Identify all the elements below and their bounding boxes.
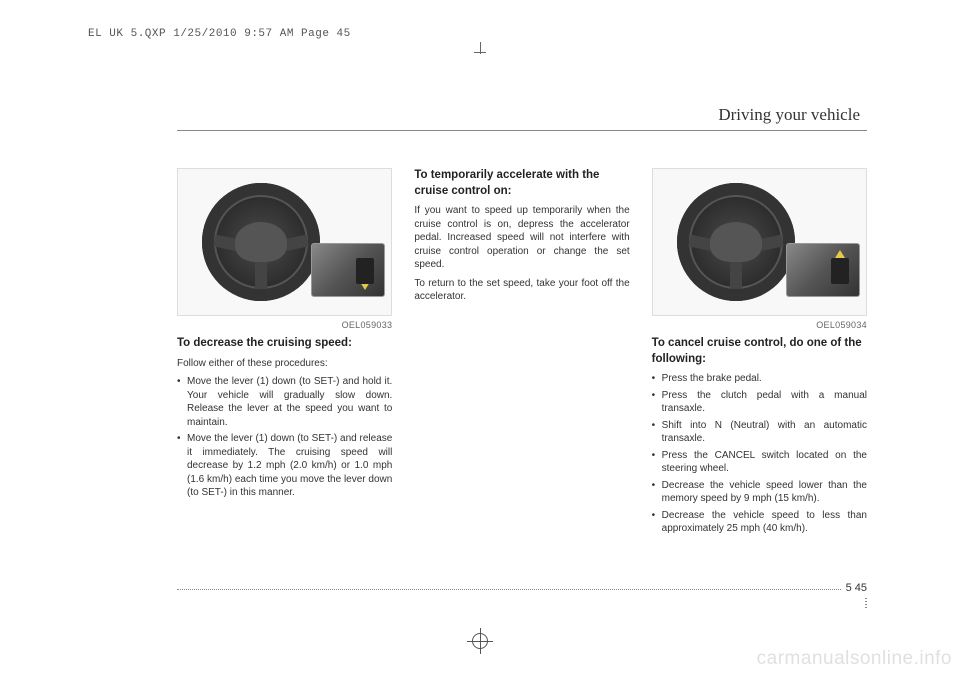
switch-inset (311, 243, 385, 297)
arrow-down-icon (360, 282, 370, 290)
list-item: Decrease the vehicle speed to less than … (652, 509, 867, 536)
col3-heading: To cancel cruise control, do one of the … (652, 336, 867, 367)
footer-ticks (865, 598, 867, 610)
watermark: carmanualsonline.info (757, 648, 952, 670)
steering-wheel-graphic (677, 183, 795, 301)
page-footer: 5 45 (177, 582, 867, 596)
list-item: Press the brake pedal. (652, 372, 867, 386)
list-item: Press the clutch pedal with a manual tra… (652, 389, 867, 416)
content-columns: OEL059033 To decrease the cruising speed… (177, 168, 867, 539)
list-item: Press the CANCEL switch located on the s… (652, 449, 867, 476)
section-rule (177, 130, 867, 131)
col1-bullets: Move the lever (1) down (to SET-) and ho… (177, 375, 392, 500)
steering-wheel-figure-1 (177, 168, 392, 316)
col2-heading: To temporarily accelerate with the cruis… (414, 168, 629, 199)
list-item: Decrease the vehicle speed lower than th… (652, 479, 867, 506)
section-title: Driving your vehicle (718, 105, 860, 125)
col2-para1: If you want to speed up temporarily when… (414, 204, 629, 272)
figure-code-1: OEL059033 (177, 320, 392, 330)
col1-heading: To decrease the cruising speed: (177, 336, 392, 352)
figure-code-2: OEL059034 (652, 320, 867, 330)
list-item: Move the lever (1) down (to SET-) and re… (177, 432, 392, 500)
switch-inset (786, 243, 860, 297)
steering-wheel-figure-2 (652, 168, 867, 316)
crop-mark-bottom (467, 628, 493, 654)
page-number: 5 45 (846, 582, 867, 594)
footer-dotted-rule (177, 589, 841, 590)
column-1: OEL059033 To decrease the cruising speed… (177, 168, 392, 539)
steering-wheel-graphic (202, 183, 320, 301)
print-header-stamp: EL UK 5.QXP 1/25/2010 9:57 AM Page 45 (88, 28, 351, 40)
crop-mark-top (470, 42, 490, 62)
arrow-up-icon (835, 250, 845, 258)
column-3: OEL059034 To cancel cruise control, do o… (652, 168, 867, 539)
list-item: Move the lever (1) down (to SET-) and ho… (177, 375, 392, 429)
column-2: To temporarily accelerate with the cruis… (414, 168, 629, 539)
col1-intro: Follow either of these procedures: (177, 357, 392, 371)
chapter-number: 5 (846, 582, 852, 594)
col3-bullets: Press the brake pedal. Press the clutch … (652, 372, 867, 536)
list-item: Shift into N (Neutral) with an automatic… (652, 419, 867, 446)
col2-para2: To return to the set speed, take your fo… (414, 277, 629, 304)
page-number-value: 45 (855, 582, 867, 594)
